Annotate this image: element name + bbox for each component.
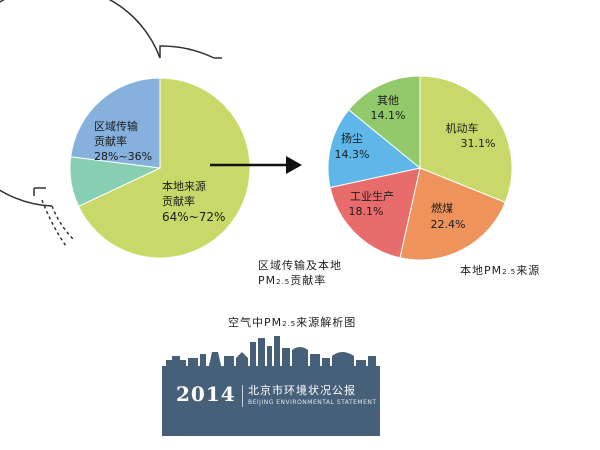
motor-vehicle-slice <box>419 75 513 204</box>
regional-label-line2: 贡献率 <box>94 134 127 148</box>
local-label-line1: 本地来源 <box>162 179 206 193</box>
banner-year: 2014 <box>176 382 236 406</box>
other-label: 其他 <box>377 94 399 107</box>
dust-slice <box>327 109 422 189</box>
regional-label-line1: 区域传输 <box>94 119 138 133</box>
left-pie-caption: 区域传输及本地 PM2.5贡献率 <box>258 258 368 290</box>
right-caption-prefix: 本地 <box>460 264 484 277</box>
motor-vehicle-value-label: 31.1% <box>461 137 496 150</box>
right-caption-pm: PM <box>484 264 503 277</box>
title-prefix: 空气中 <box>228 316 264 329</box>
banner-panel <box>162 366 380 436</box>
local-source-pie: 机动车 31.1% 燃煤 22.4% 工业生产 18.1% 扬尘 14.3% 其他 14.1% <box>327 75 513 261</box>
left-caption-line2: 贡献率 <box>290 274 327 287</box>
right-caption-suffix: 来源 <box>516 264 541 277</box>
left-caption-line1: 区域传输及本地 <box>258 259 342 272</box>
coal-slice <box>399 167 506 261</box>
title-pm: PM <box>264 316 283 329</box>
local-label-line2: 贡献率 <box>162 194 195 208</box>
dust-value-label: 14.3% <box>335 148 370 161</box>
left-caption-pm: PM <box>258 274 277 287</box>
banner-title-en: BEIJING ENVIRONMENTAL STATEMENT <box>248 399 377 406</box>
title-suffix: 来源解析图 <box>296 316 357 329</box>
coal-value-label: 22.4% <box>431 218 466 231</box>
other-value-label: 14.1% <box>371 109 406 122</box>
other-slice <box>348 75 421 170</box>
arrow-connector <box>210 156 302 174</box>
title-sub: 2.5 <box>282 320 297 328</box>
bracket-decoration <box>0 0 222 247</box>
industry-label: 工业生产 <box>350 189 394 203</box>
coal-label: 燃煤 <box>431 201 453 215</box>
figure-title: 空气中PM2.5来源解析图 <box>228 314 356 330</box>
regional-transport-slice <box>70 77 161 169</box>
banner-title-cn: 北京市环境状况公报 <box>248 384 356 397</box>
left-caption-sub: 2.5 <box>276 278 291 286</box>
banner-divider <box>242 385 243 407</box>
regional-value-label: 28%~36% <box>94 150 152 163</box>
motor-vehicle-label: 机动车 <box>446 121 479 135</box>
local-value-label: 64%~72% <box>162 210 225 224</box>
skyline-graphic <box>166 336 376 370</box>
industry-slice <box>329 167 421 259</box>
dust-label: 扬尘 <box>341 131 363 145</box>
industry-value-label: 18.1% <box>349 205 384 218</box>
right-pie-caption: 本地PM2.5来源 <box>460 262 540 278</box>
local-source-slice <box>77 77 251 259</box>
report-banner: 2014 北京市环境状况公报 BEIJING ENVIRONMENTAL STA… <box>162 336 380 436</box>
right-caption-sub: 2.5 <box>502 268 517 276</box>
